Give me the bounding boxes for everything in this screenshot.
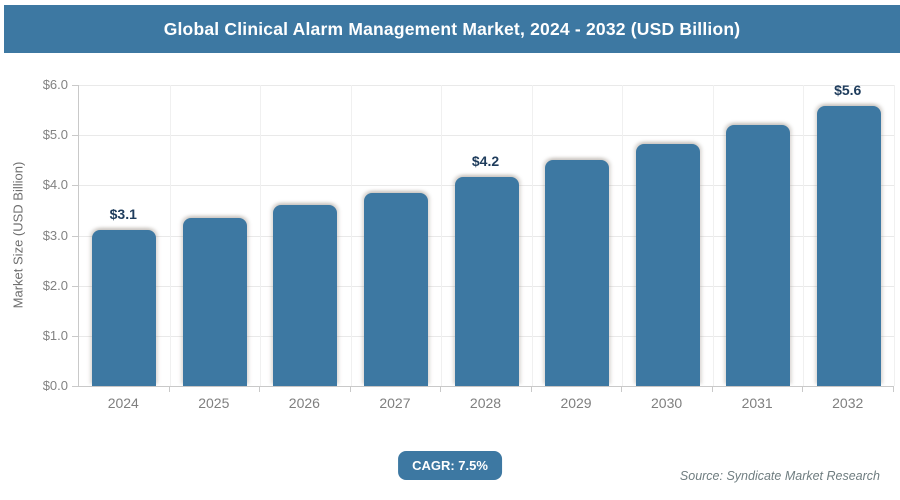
y-tick-label: $3.0 <box>42 227 68 243</box>
gridline-v <box>169 85 171 386</box>
gridline-v <box>441 85 443 386</box>
y-tick-mark <box>72 135 78 137</box>
bar-2027 <box>363 192 428 386</box>
y-tick-mark <box>72 386 78 387</box>
x-tick-label: 2029 <box>560 395 592 411</box>
bar-2029 <box>545 160 610 386</box>
x-tick-label: 2031 <box>741 395 773 411</box>
y-axis-title: Market Size (USD Billion) <box>10 161 26 309</box>
x-tick-mark <box>711 387 713 392</box>
plot-area <box>78 85 895 387</box>
x-tick-mark <box>259 387 261 392</box>
y-tick-label: $0.0 <box>42 378 68 393</box>
y-tick-label: $1.0 <box>42 327 68 343</box>
y-tick-mark <box>72 185 78 187</box>
x-tick-label: 2027 <box>379 395 411 411</box>
x-tick-mark <box>168 387 170 392</box>
gridline-v <box>260 85 262 386</box>
y-tick-label: $4.0 <box>42 177 68 193</box>
x-tick-label: 2025 <box>198 395 230 411</box>
bar-value-label: $3.1 <box>109 206 137 223</box>
gridline-h <box>79 85 894 86</box>
bar-value-label: $5.6 <box>834 82 862 99</box>
x-tick-label: 2030 <box>651 395 683 411</box>
bar-2031 <box>726 125 791 386</box>
x-tick-mark <box>802 387 804 392</box>
y-tick-label: $2.0 <box>42 277 68 293</box>
gridline-v <box>712 85 714 386</box>
bar-2024 <box>92 230 157 386</box>
bar-2025 <box>182 217 247 386</box>
gridline-v <box>350 85 352 386</box>
gridline-v <box>622 85 624 386</box>
x-tick-mark <box>530 387 532 392</box>
x-tick-mark <box>440 387 442 392</box>
y-tick-mark <box>72 235 78 237</box>
x-tick-label: 2028 <box>469 395 502 411</box>
chart-title: Global Clinical Alarm Management Market,… <box>163 18 741 39</box>
chart-title-bar: Global Clinical Alarm Management Market,… <box>4 5 900 53</box>
y-tick-mark <box>72 85 78 86</box>
y-tick-label: $5.0 <box>42 127 68 143</box>
gridline-v <box>803 85 805 386</box>
x-tick-mark <box>349 387 351 392</box>
x-tick-mark <box>621 387 623 392</box>
x-tick-mark <box>893 387 894 392</box>
x-tick-label: 2032 <box>832 395 864 411</box>
y-tick-mark <box>72 285 78 287</box>
bar-2032 <box>816 106 881 386</box>
source-note: Source: Syndicate Market Research <box>679 469 880 483</box>
bar-value-label: $4.2 <box>471 152 500 169</box>
bar-2030 <box>635 143 700 386</box>
gridline-v <box>531 85 533 386</box>
y-tick-label: $6.0 <box>42 77 68 92</box>
gridline-v <box>894 85 895 386</box>
x-tick-label: 2024 <box>107 395 139 411</box>
gridline-h <box>79 135 894 137</box>
x-tick-label: 2026 <box>288 395 320 411</box>
bar-2026 <box>273 205 338 386</box>
y-tick-mark <box>72 335 78 337</box>
cagr-badge: CAGR: 7.5% <box>398 451 502 480</box>
bar-2028 <box>454 176 519 386</box>
